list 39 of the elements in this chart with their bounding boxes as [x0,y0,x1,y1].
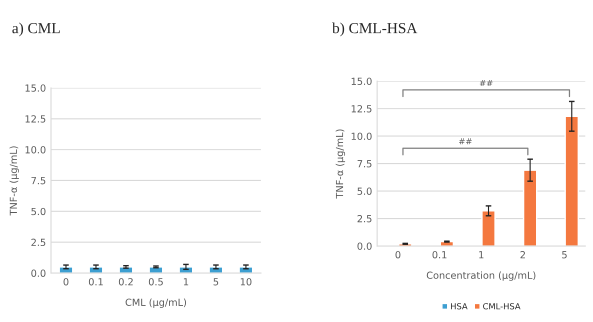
bar [522,169,538,246]
x-tick-label: 0.2 [118,278,133,286]
y-tick-label: 5.0 [31,208,46,216]
y-tick-label: 12.5 [352,105,372,112]
x-tick-label: 0 [396,251,400,258]
bar [564,116,580,246]
bar [481,210,496,246]
annotation: ## [480,80,493,86]
x-tick-label: 0.5 [148,278,163,286]
y-tick-label: 7.5 [31,177,46,184]
x-tick-label: 5 [214,278,218,286]
legend-label: CML-HSA [483,303,520,310]
y-tick-label: 0.0 [31,270,46,277]
y-tick-label: 10.0 [352,132,372,140]
chart-title: b) CML-HSA [332,22,418,36]
y-tick-label: 2.5 [358,215,372,222]
y-tick-label: 15.0 [26,84,46,92]
x-tick-label: 2 [520,251,525,258]
x-tick-label: 0.1 [88,278,103,286]
y-tick-label: 0.0 [357,242,372,250]
y-tick-label: 15.0 [352,78,372,85]
y-tick-label: 10.0 [26,146,46,154]
y-tick-label: 2.5 [31,238,46,246]
x-tick-label: 0 [64,278,68,286]
y-tick-label: 12.5 [26,115,46,123]
chart-title: a) CML [12,22,60,36]
x-tick-label: 5 [562,251,567,258]
annotation: ## [459,138,472,144]
x-tick-label: 1 [184,278,188,286]
x-axis-title: CML (μg/mL) [126,298,186,308]
y-axis-title: TNF-α (μg/mL) [10,146,19,216]
x-tick-label: 10 [240,278,252,286]
y-axis-title: TNF-α (μg/mL) [336,129,346,199]
x-tick-label: 1 [479,251,484,258]
y-tick-label: 5.0 [358,188,372,195]
y-tick-label: 7.5 [358,160,372,168]
x-axis-title: Concentration (μg/mL) [426,271,536,281]
x-tick-label: 0.1 [432,251,446,258]
legend-label: HSA [451,303,468,310]
